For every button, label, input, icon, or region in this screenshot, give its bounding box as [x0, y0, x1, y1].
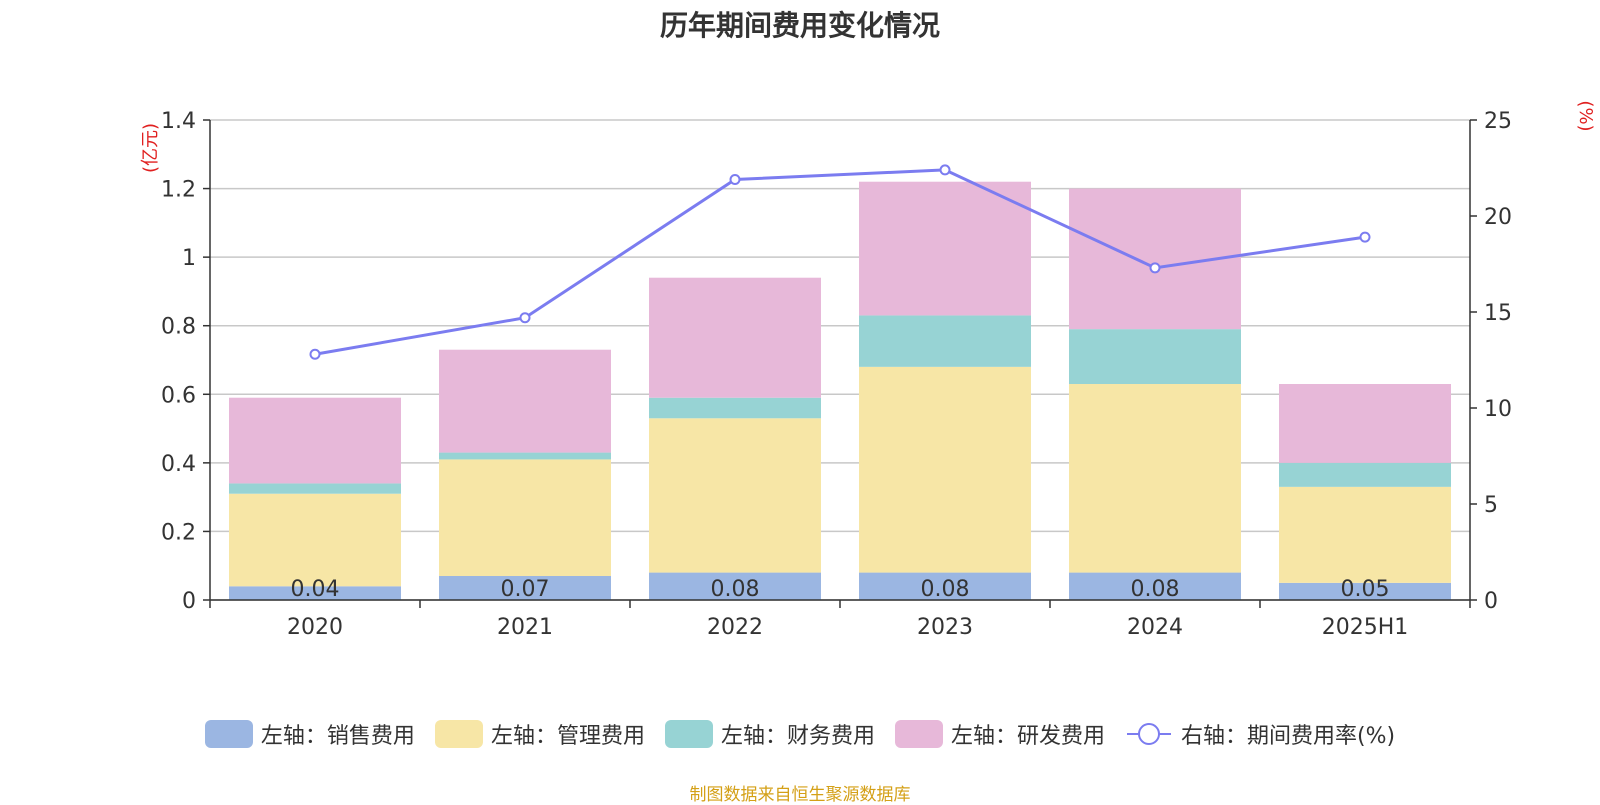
axes: 0 0.2 0.4 0.6 0.8 1 1.2 1.4 0 5 10 15 20 25 (亿元) (%) 202…	[140, 100, 1596, 640]
bar-data-label: 0.08	[921, 577, 970, 602]
bar-segment	[439, 459, 611, 576]
rate-line-series	[309, 164, 1371, 360]
right-axis-tick-label: 0	[1484, 589, 1498, 614]
legend-label: 左轴：财务费用	[720, 724, 875, 749]
legend-line-marker-icon	[1126, 723, 1171, 745]
legend-label: 左轴：销售费用	[260, 724, 415, 749]
legend-swatch	[204, 720, 253, 748]
bar-segment	[859, 572, 1031, 600]
legend: 左轴：销售费用 左轴：管理费用 左轴：财务费用 左轴：研发费用 右轴：期间费用率(%)	[0, 718, 1600, 750]
legend-label: 右轴：期间费用率(%)	[1180, 724, 1396, 749]
bar-segment	[649, 418, 821, 573]
left-axis-tick-label: 0.6	[161, 383, 196, 408]
bar-segment	[1279, 486, 1451, 583]
legend-swatch	[894, 720, 943, 748]
left-axis-tick-label: 0.8	[161, 315, 196, 340]
left-axis-tick-label: 1.4	[161, 109, 196, 134]
chart-title: 历年期间费用变化情况	[659, 9, 940, 42]
bar-segment	[859, 315, 1031, 367]
bar-segment	[1279, 462, 1451, 487]
source-note: 制图数据来自恒生聚源数据库	[689, 785, 911, 805]
legend-label: 左轴：研发费用	[950, 724, 1105, 749]
bar-series	[229, 181, 1451, 600]
bar-segment	[649, 277, 821, 398]
legend-item[interactable]: 左轴：管理费用	[434, 718, 645, 750]
x-axis-category-label: 2021	[497, 615, 553, 640]
right-axis-tick-label: 25	[1484, 109, 1512, 134]
x-axis-category-label: 2023	[917, 615, 973, 640]
right-axis-tick-label: 20	[1484, 205, 1512, 230]
bar-data-label: 0.08	[711, 577, 760, 602]
x-axis-category-label: 2024	[1127, 615, 1183, 640]
rate-point	[1359, 231, 1371, 243]
bar-segment	[859, 366, 1031, 573]
left-axis-tick-label: 1	[182, 246, 196, 271]
x-axis-category-label: 2022	[707, 615, 763, 640]
bar-segment	[1069, 329, 1241, 384]
bar-segment	[1279, 582, 1451, 600]
right-axis-tick-label: 15	[1484, 301, 1512, 326]
right-axis-tick-label: 10	[1484, 397, 1512, 422]
bar-segment	[229, 483, 401, 494]
left-axis-tick-label: 0.4	[161, 452, 196, 477]
left-axis-tick-label: 1.2	[161, 178, 196, 203]
bar-data-label: 0.04	[291, 577, 340, 602]
legend-swatch	[664, 720, 713, 748]
bar-segment	[229, 397, 401, 484]
bar-segment	[439, 452, 611, 460]
x-axis-category-label: 2025H1	[1322, 615, 1409, 640]
bar-segment	[649, 572, 821, 600]
legend-label: 左轴：管理费用	[490, 724, 645, 749]
right-axis-unit: (%)	[1575, 100, 1596, 131]
data-labels: 0.04 0.07 0.08 0.08 0.08 0.05	[291, 577, 1390, 602]
legend-swatch	[434, 720, 483, 748]
rate-point	[309, 348, 321, 360]
bar-segment	[1069, 384, 1241, 573]
bar-segment	[439, 349, 611, 453]
legend-item[interactable]: 左轴：销售费用	[204, 718, 415, 750]
legend-item[interactable]: 左轴：研发费用	[894, 718, 1105, 750]
bar-data-label: 0.07	[501, 577, 550, 602]
bar-data-label: 0.05	[1341, 577, 1390, 602]
bar-segment	[649, 397, 821, 419]
legend-item[interactable]: 左轴：财务费用	[664, 718, 875, 750]
bar-segment	[1069, 572, 1241, 600]
bar-data-label: 0.08	[1131, 577, 1180, 602]
left-axis-unit: (亿元)	[140, 123, 161, 173]
legend-item[interactable]: 右轴：期间费用率(%)	[1125, 718, 1395, 750]
rate-point	[729, 174, 741, 186]
bar-segment	[229, 493, 401, 587]
bar-segment	[859, 181, 1031, 316]
bar-segment	[1279, 384, 1451, 463]
rate-line	[314, 168, 1366, 356]
rate-point	[1149, 262, 1161, 274]
bar-segment	[439, 576, 611, 600]
rate-point	[939, 164, 951, 176]
bar-segment	[229, 586, 401, 600]
right-axis-tick-label: 5	[1484, 493, 1498, 518]
rate-point	[519, 312, 531, 324]
x-axis-category-label: 2020	[287, 615, 343, 640]
left-axis-tick-label: 0	[182, 589, 196, 614]
left-axis-tick-label: 0.2	[161, 520, 196, 545]
